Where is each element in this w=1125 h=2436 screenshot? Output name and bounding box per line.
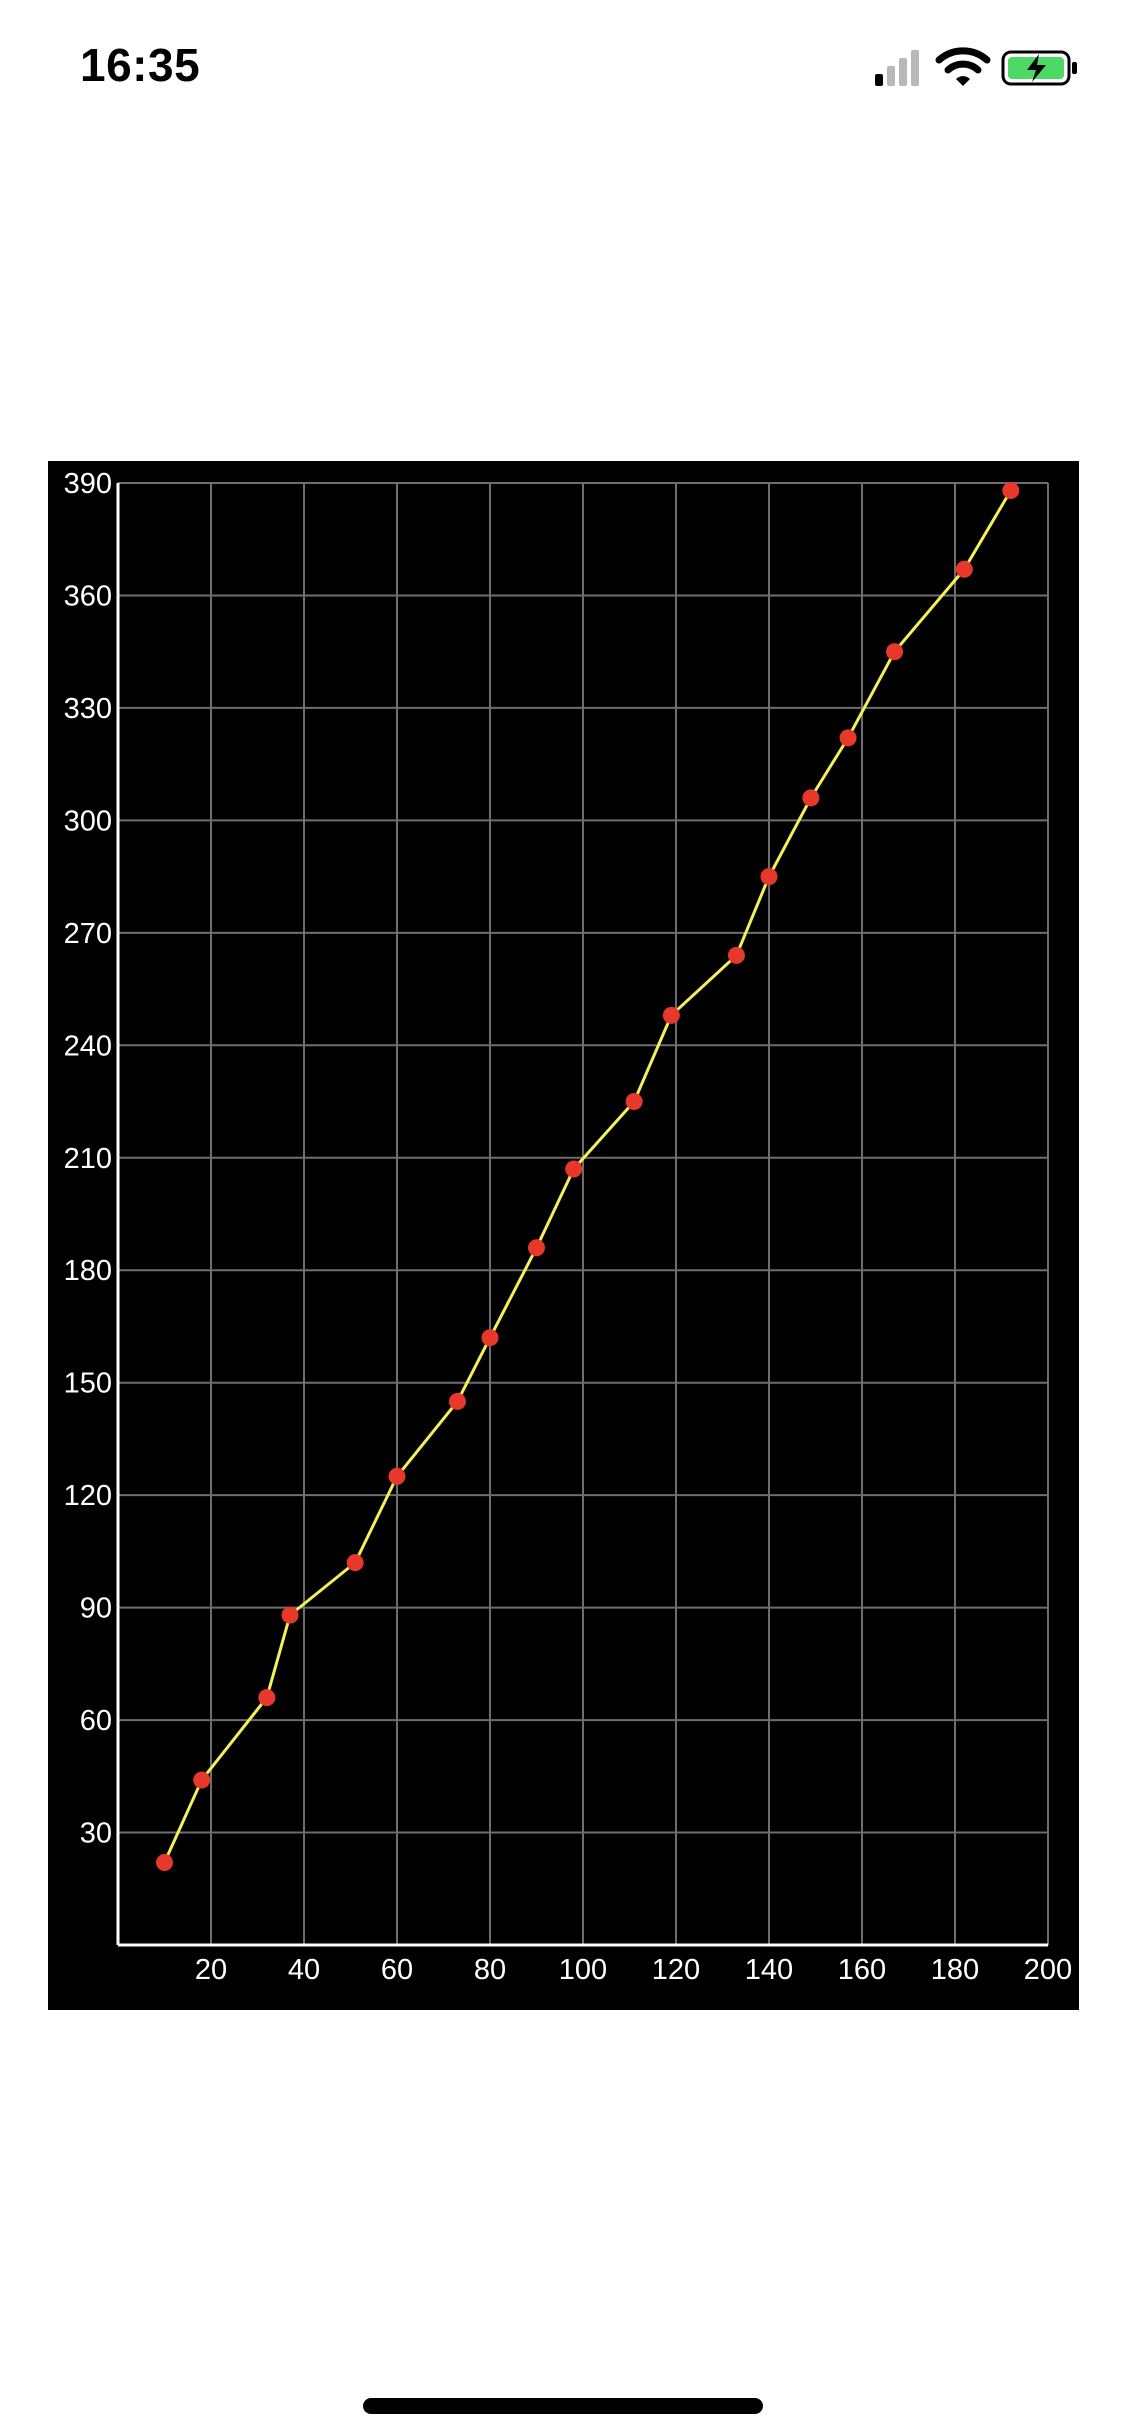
- data-point: [346, 1554, 364, 1572]
- status-time: 16:35: [80, 39, 201, 91]
- series-line: [163, 489, 1013, 1864]
- x-tick-label: 140: [745, 1954, 793, 1986]
- y-tick-label: 360: [64, 580, 112, 612]
- x-tick-label: 60: [381, 1954, 413, 1986]
- data-point: [193, 1771, 211, 1789]
- data-point: [156, 1854, 173, 1872]
- y-tick-label: 30: [80, 1818, 112, 1850]
- data-point: [388, 1467, 406, 1485]
- data-point: [1002, 481, 1020, 499]
- y-tick-label: 300: [64, 805, 112, 837]
- status-bar: 16:35: [0, 0, 1125, 135]
- chart-panel: 20 40 60 80 100 120 140 160 180 200 30 60 90 120 150 18…: [48, 461, 1079, 2010]
- y-tick-label: 150: [64, 1368, 112, 1400]
- y-tick-label: 90: [80, 1593, 112, 1625]
- x-tick-label: 100: [559, 1954, 607, 1986]
- cellular-signal-icon: [875, 50, 919, 86]
- x-tick-label: 160: [838, 1954, 886, 1986]
- y-tick-label: 270: [64, 918, 112, 950]
- data-point: [281, 1606, 299, 1624]
- y-tick-label: 60: [80, 1705, 112, 1737]
- data-point: [802, 789, 820, 807]
- data-point: [662, 1006, 680, 1024]
- data-point: [448, 1392, 466, 1410]
- y-tick-label: 390: [64, 468, 112, 500]
- data-point: [886, 643, 904, 661]
- data-point: [839, 729, 857, 747]
- data-point: [760, 868, 778, 886]
- status-icons: [875, 46, 1085, 90]
- status-icons-svg: [875, 47, 1077, 86]
- home-indicator[interactable]: [363, 2398, 763, 2414]
- y-tick-label: 210: [64, 1143, 112, 1175]
- data-point: [727, 946, 745, 964]
- wifi-icon: [935, 47, 991, 86]
- y-tick-label: 330: [64, 693, 112, 725]
- y-tick-label: 120: [64, 1480, 112, 1512]
- line-chart: 20 40 60 80 100 120 140 160 180 200 30 60 90 120 150 18…: [64, 468, 1073, 1986]
- data-point: [258, 1689, 276, 1707]
- battery-charging-icon: [1001, 50, 1077, 86]
- data-point: [481, 1329, 499, 1347]
- x-tick-label: 200: [1024, 1954, 1072, 1986]
- data-point: [565, 1160, 583, 1178]
- y-tick-label: 180: [64, 1255, 112, 1287]
- x-tick-label: 80: [474, 1954, 506, 1986]
- x-tick-label: 180: [931, 1954, 979, 1986]
- x-tick-label: 40: [288, 1954, 320, 1986]
- data-point: [528, 1239, 545, 1257]
- data-point: [625, 1093, 643, 1111]
- x-tick-label: 120: [652, 1954, 700, 1986]
- y-tick-label: 240: [64, 1030, 112, 1062]
- x-tick-label: 20: [195, 1954, 227, 1986]
- data-point: [955, 560, 973, 578]
